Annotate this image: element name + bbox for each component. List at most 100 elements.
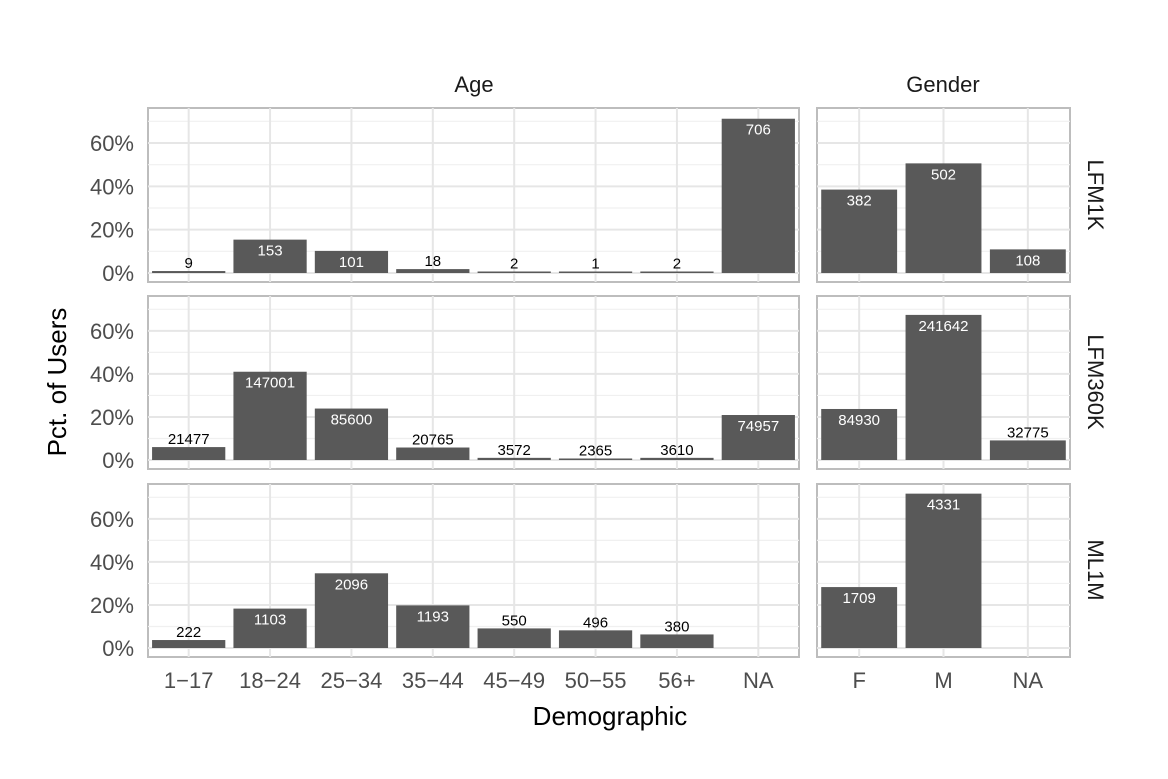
- bar-lfm360k-gender-f: [821, 408, 898, 460]
- data-label: 153: [258, 243, 283, 260]
- bar-lfm360k-age-25-34: [314, 408, 389, 460]
- bar-lfm360k-age-50-55: [558, 458, 633, 460]
- bar-lfm1k-age-35-44: [396, 269, 470, 273]
- bar-ml1m-gender-f: [821, 587, 898, 648]
- y-tick-label: 40%: [90, 174, 134, 199]
- data-label: 85600: [331, 412, 373, 429]
- x-tick-label: F: [852, 668, 865, 693]
- bar-lfm360k-age-1-17: [152, 447, 226, 460]
- bar-lfm1k-age-na: [721, 118, 795, 273]
- y-tick-label: 20%: [90, 405, 134, 430]
- data-label: 84930: [838, 412, 880, 429]
- bar-lfm360k-gender-na: [989, 440, 1066, 460]
- y-tick-label: 40%: [90, 550, 134, 575]
- data-label: 9: [185, 255, 193, 272]
- data-label: 1709: [842, 590, 875, 607]
- y-tick-label: 60%: [90, 131, 134, 156]
- bar-ml1m-age-50-55: [558, 630, 633, 648]
- strip-label-lfm360k: LFM360K: [1083, 334, 1108, 430]
- data-label: 2: [673, 256, 681, 273]
- x-tick-label: 35−44: [402, 668, 464, 693]
- data-label: 1103: [254, 612, 286, 629]
- chart-panels: 9 153 101 18 2 1 2 706 0% 20% 40% 60% 382 502 108 21477…: [90, 107, 1071, 693]
- data-label: 2: [510, 256, 518, 273]
- data-label: 1: [591, 256, 599, 273]
- data-label: 147001: [245, 375, 295, 392]
- bar-lfm1k-age-50-55: [558, 271, 633, 273]
- data-label: 380: [664, 618, 689, 635]
- strip-label-ml1m: ML1M: [1083, 539, 1108, 600]
- bar-ml1m-age-56: [640, 634, 714, 648]
- data-label: 241642: [918, 318, 968, 335]
- bar-lfm360k-age-18-24: [233, 371, 307, 460]
- panel-lfm1k-gender: 382 502 108: [816, 107, 1071, 283]
- strip-label-age: Age: [454, 72, 493, 97]
- data-label: 222: [176, 624, 201, 641]
- bar-lfm1k-age-18-24: [233, 239, 307, 273]
- bar-lfm1k-age-45-49: [477, 271, 551, 273]
- data-label: 502: [931, 166, 956, 183]
- strip-label-lfm1k: LFM1K: [1083, 160, 1108, 231]
- data-label: 4331: [927, 497, 960, 514]
- y-tick-label: 60%: [90, 319, 134, 344]
- bar-ml1m-age-35-44: [396, 605, 470, 648]
- bar-lfm360k-gender-m: [905, 314, 982, 460]
- strip-label-gender: Gender: [906, 72, 979, 97]
- data-label: 706: [746, 122, 771, 139]
- data-label: 3572: [498, 442, 531, 459]
- bar-ml1m-gender-m: [905, 493, 982, 648]
- data-label: 20765: [412, 432, 454, 449]
- bar-lfm360k-age-35-44: [396, 447, 470, 460]
- y-tick-label: 0%: [102, 448, 134, 473]
- x-axis-title: Demographic: [533, 701, 688, 731]
- bar-lfm1k-age-25-34: [314, 250, 389, 273]
- x-tick-label: 45−49: [483, 668, 545, 693]
- panel-lfm360k-age: 21477 147001 85600 20765 3572 2365 3610 74957 0%…: [90, 295, 800, 473]
- bar-lfm1k-age-1-17: [152, 271, 226, 273]
- x-tick-label: M: [934, 668, 952, 693]
- bar-ml1m-age-18-24: [233, 608, 307, 648]
- data-label: 2096: [335, 576, 368, 593]
- bar-lfm1k-gender-na: [989, 249, 1066, 273]
- bar-ml1m-age-1-17: [152, 640, 226, 648]
- x-tick-label: 18−24: [239, 668, 301, 693]
- data-label: 2365: [579, 442, 612, 459]
- bar-lfm360k-age-45-49: [477, 457, 551, 460]
- data-label: 382: [847, 193, 872, 210]
- y-tick-label: 40%: [90, 362, 134, 387]
- x-tick-label: 50−55: [565, 668, 627, 693]
- y-tick-label: 60%: [90, 507, 134, 532]
- bar-lfm360k-age-56: [640, 457, 714, 460]
- bar-lfm360k-age-na: [721, 415, 795, 460]
- x-tick-label: NA: [743, 668, 774, 693]
- y-tick-label: 0%: [102, 261, 134, 286]
- data-label: 3610: [660, 442, 693, 459]
- y-tick-label: 20%: [90, 218, 134, 243]
- y-axis-title: Pct. of Users: [42, 308, 72, 457]
- panel-lfm360k-gender: 84930 241642 32775: [816, 295, 1071, 470]
- x-tick-label: 56+: [658, 668, 695, 693]
- x-tick-label: 25−34: [321, 668, 383, 693]
- bar-lfm1k-gender-f: [821, 189, 898, 273]
- panel-ml1m-gender: 1709 4331 F M NA: [816, 483, 1071, 693]
- data-label: 74957: [737, 418, 779, 435]
- panel-ml1m-age: 222 1103 2096 1193 550 496 380 0% 20% 40% 60% 1−17 1…: [90, 483, 800, 693]
- data-label: 496: [583, 614, 608, 631]
- y-tick-label: 0%: [102, 636, 134, 661]
- bar-lfm1k-gender-m: [905, 163, 982, 273]
- data-label: 101: [339, 254, 364, 271]
- bar-ml1m-age-25-34: [314, 573, 389, 648]
- data-label: 108: [1015, 252, 1040, 269]
- y-tick-label: 20%: [90, 593, 134, 618]
- data-label: 32775: [1007, 424, 1049, 441]
- bar-ml1m-age-45-49: [477, 628, 551, 648]
- data-label: 550: [502, 612, 527, 629]
- bar-lfm1k-age-56: [640, 271, 714, 273]
- data-label: 1193: [417, 608, 449, 625]
- data-label: 21477: [168, 431, 210, 448]
- panel-lfm1k-age: 9 153 101 18 2 1 2 706 0% 20% 40% 60%: [90, 107, 800, 286]
- x-tick-label: NA: [1013, 668, 1044, 693]
- x-tick-label: 1−17: [164, 668, 214, 693]
- data-label: 18: [424, 253, 441, 270]
